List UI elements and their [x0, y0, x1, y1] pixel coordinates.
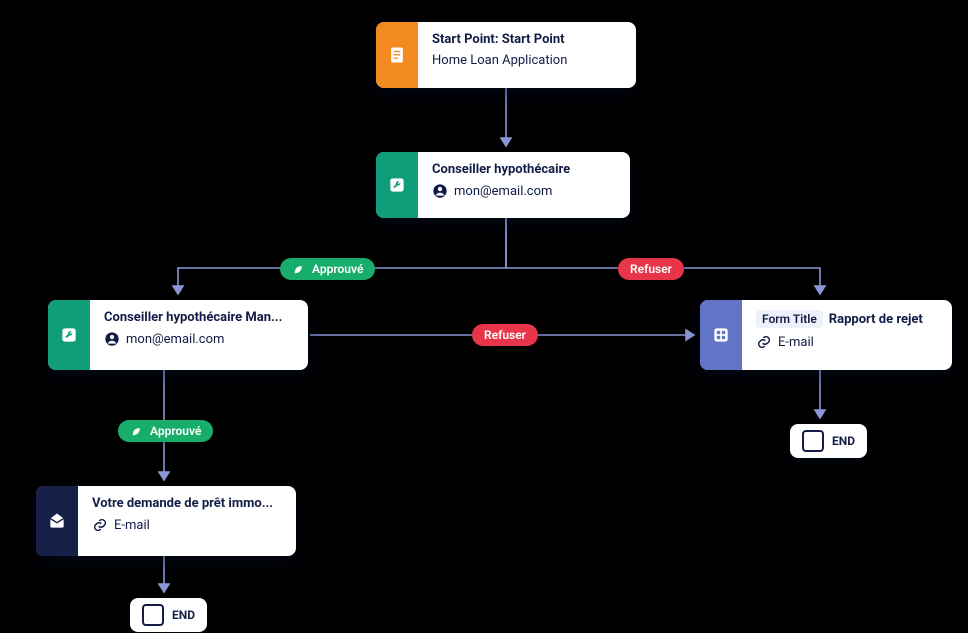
end-box-icon [142, 604, 164, 626]
node-advisor[interactable]: Conseiller hypothécaire mon@email.com [376, 152, 630, 218]
node-subtitle: E-mail [92, 517, 273, 533]
node-title: Form TitleRapport de rejet [756, 310, 923, 328]
node-subtitle: Home Loan Application [432, 53, 567, 68]
node-manager[interactable]: Conseiller hypothécaire Man... mon@email… [48, 300, 308, 370]
end-box-icon [802, 430, 824, 452]
mail-icon [36, 486, 78, 556]
wrench-icon [48, 300, 90, 370]
node-subtitle: mon@email.com [432, 183, 570, 199]
badge-refuse-1: Refuser [618, 258, 684, 280]
link-icon [92, 517, 108, 533]
doc-icon [376, 22, 418, 88]
end-node-1[interactable]: END [790, 424, 867, 458]
form-title-tag: Form Title [756, 310, 823, 328]
badge-approve-1: Approuvé [280, 258, 375, 280]
link-icon [756, 334, 772, 350]
node-form[interactable]: Form TitleRapport de rejet E-mail [700, 300, 952, 370]
node-start[interactable]: Start Point: Start Point Home Loan Appli… [376, 22, 636, 88]
leaf-icon [130, 424, 144, 438]
node-subtitle: E-mail [756, 334, 923, 350]
wrench-icon [376, 152, 418, 218]
end-node-2[interactable]: END [130, 598, 207, 632]
leaf-icon [292, 262, 306, 276]
node-title: Conseiller hypothécaire Man... [104, 310, 282, 325]
node-subtitle: mon@email.com [104, 331, 282, 347]
badge-approve-2: Approuvé [118, 420, 213, 442]
form-icon [700, 300, 742, 370]
badge-refuse-2: Refuser [472, 324, 538, 346]
user-icon [432, 183, 448, 199]
node-title: Start Point: Start Point [432, 32, 567, 47]
node-title: Conseiller hypothécaire [432, 162, 570, 177]
user-icon [104, 331, 120, 347]
workflow-canvas: Start Point: Start Point Home Loan Appli… [0, 0, 968, 633]
node-mail[interactable]: Votre demande de prêt immo... E-mail [36, 486, 296, 556]
node-title: Votre demande de prêt immo... [92, 496, 273, 511]
